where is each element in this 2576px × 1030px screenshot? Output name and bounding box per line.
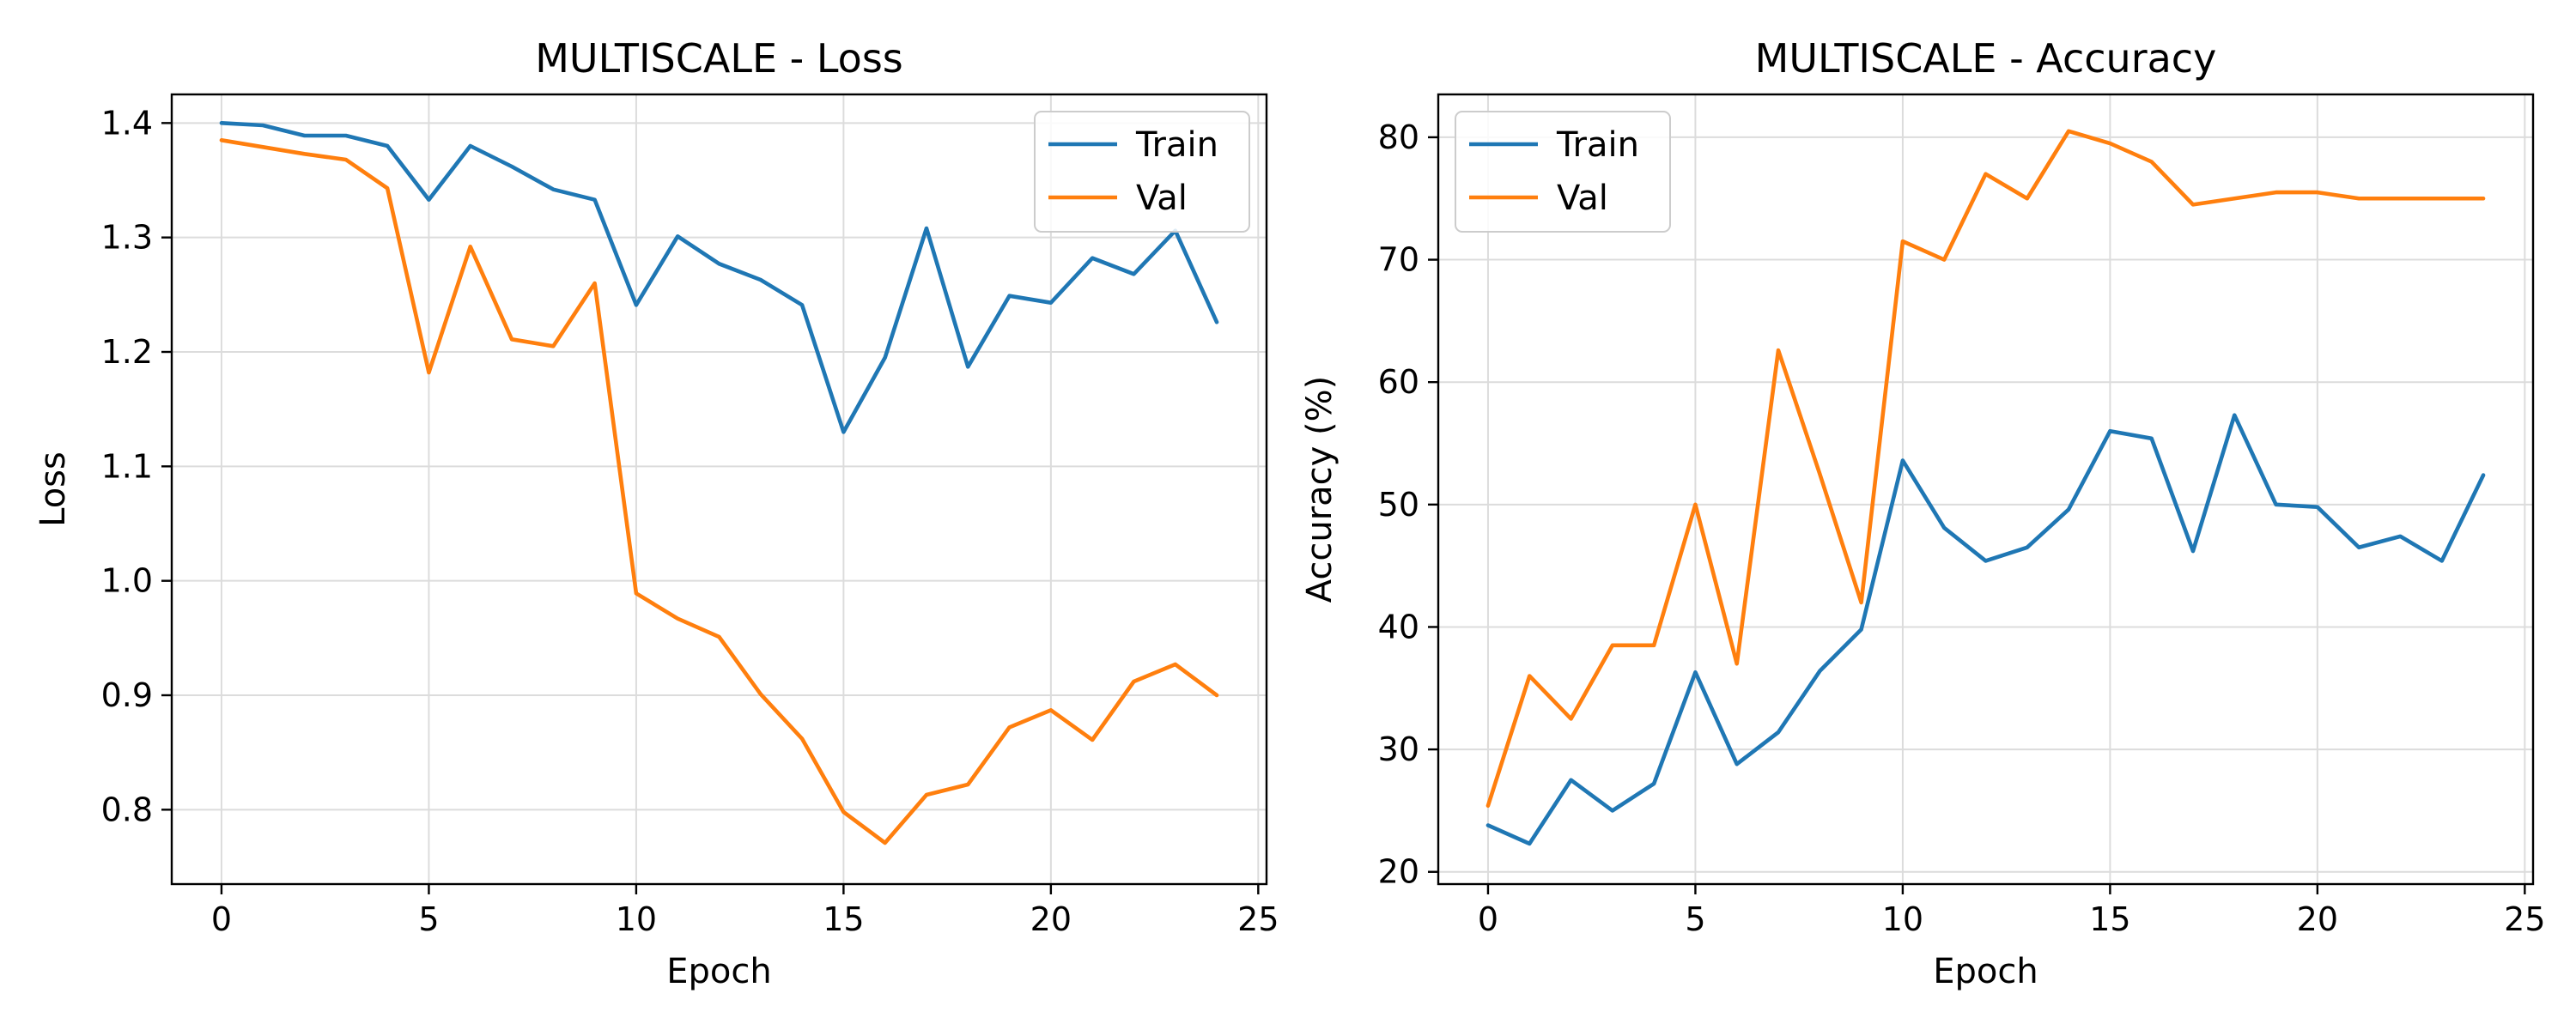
accuracy-x-tick-label: 5: [1685, 900, 1705, 938]
accuracy-x-tick-label: 15: [2089, 900, 2130, 938]
loss-chart-title: MULTISCALE - Loss: [535, 35, 903, 82]
loss-y-tick-label: 0.9: [101, 676, 153, 714]
accuracy-legend-label-train: Train: [1556, 125, 1639, 165]
loss-series-layer: [219, 121, 1219, 845]
accuracy-x-axis-label: Epoch: [1933, 952, 2038, 991]
accuracy-x-tick-label: 20: [2297, 900, 2338, 938]
loss-plot-frame: [170, 93, 1268, 886]
loss-y-ticks: 0.8 0.9 1.0 1.1 1.2 1.3 1.4: [101, 104, 172, 828]
accuracy-legend: Train Val: [1455, 111, 1671, 233]
loss-y-tick-label: 1.3: [101, 219, 153, 257]
accuracy-plot-frame: [1437, 93, 2535, 886]
accuracy-x-tick-label: 25: [2504, 900, 2545, 938]
accuracy-y-axis-label: Accuracy (%): [1300, 376, 1340, 603]
accuracy-legend-box: [1455, 111, 1671, 233]
loss-grid: [172, 94, 1267, 884]
loss-legend-box: [1034, 111, 1250, 233]
accuracy-y-tick-label: 60: [1378, 363, 1419, 401]
accuracy-series-train-line: [1485, 413, 2486, 846]
loss-legend: Train Val: [1034, 111, 1250, 233]
loss-y-tick-label: 1.1: [101, 447, 153, 485]
accuracy-y-tick-label: 20: [1378, 853, 1419, 891]
accuracy-y-tick-label: 70: [1378, 241, 1419, 279]
loss-series-train-line: [219, 121, 1219, 434]
accuracy-chart: 0 5 10 15 20 25 20 30 40 50 60 70 80 MULTISCALE - A…: [1300, 35, 2546, 991]
loss-x-tick-label: 15: [823, 900, 864, 938]
accuracy-x-ticks: 0 5 10 15 20 25: [1478, 884, 2546, 938]
loss-chart: 0 5 10 15 20 25 0.8 0.9 1.0 1.1 1.2 1.3 1.4 MULTISC…: [33, 35, 1279, 991]
loss-y-tick-label: 0.8: [101, 791, 153, 828]
accuracy-chart-title: MULTISCALE - Accuracy: [1755, 35, 2217, 82]
loss-y-tick-label: 1.2: [101, 333, 153, 371]
loss-x-tick-label: 0: [211, 900, 232, 938]
accuracy-y-ticks: 20 30 40 50 60 70 80: [1378, 118, 1438, 891]
loss-y-axis-label: Loss: [33, 451, 73, 527]
loss-legend-label-val: Val: [1136, 179, 1188, 218]
accuracy-y-tick-label: 50: [1378, 486, 1419, 524]
accuracy-y-tick-label: 30: [1378, 730, 1419, 768]
accuracy-y-tick-label: 80: [1378, 118, 1419, 156]
loss-x-ticks: 0 5 10 15 20 25: [211, 884, 1279, 938]
loss-legend-label-train: Train: [1135, 125, 1218, 165]
accuracy-grid: [1438, 94, 2533, 884]
accuracy-x-tick-label: 10: [1882, 900, 1923, 938]
loss-y-tick-label: 1.0: [101, 562, 153, 600]
loss-x-axis-label: Epoch: [666, 952, 771, 991]
loss-x-tick-label: 10: [616, 900, 657, 938]
accuracy-y-tick-label: 40: [1378, 608, 1419, 645]
loss-x-tick-label: 5: [418, 900, 439, 938]
accuracy-x-tick-label: 0: [1478, 900, 1498, 938]
loss-x-tick-label: 20: [1030, 900, 1072, 938]
accuracy-series-layer: [1485, 129, 2486, 846]
loss-y-tick-label: 1.4: [101, 104, 153, 142]
accuracy-series-val-line: [1485, 129, 2486, 809]
loss-x-tick-label: 25: [1237, 900, 1279, 938]
accuracy-legend-label-val: Val: [1557, 179, 1608, 218]
loss-series-val-line: [219, 138, 1219, 845]
